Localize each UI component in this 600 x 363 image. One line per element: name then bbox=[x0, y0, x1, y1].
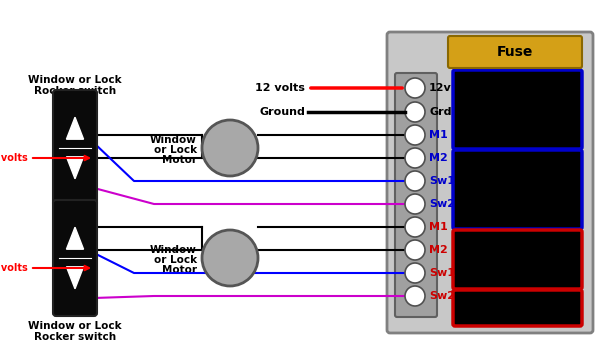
Text: Window or Lock: Window or Lock bbox=[28, 321, 122, 331]
Circle shape bbox=[405, 148, 425, 168]
Circle shape bbox=[202, 230, 258, 286]
Text: Window: Window bbox=[150, 135, 197, 145]
Text: 12 volts: 12 volts bbox=[0, 263, 28, 273]
Text: or Lock: or Lock bbox=[154, 255, 197, 265]
Circle shape bbox=[405, 171, 425, 191]
Text: Window or Lock: Window or Lock bbox=[28, 75, 122, 85]
Circle shape bbox=[405, 240, 425, 260]
FancyBboxPatch shape bbox=[387, 32, 593, 333]
Text: Ground: Ground bbox=[259, 107, 305, 117]
Text: 12v: 12v bbox=[429, 83, 452, 93]
FancyBboxPatch shape bbox=[453, 290, 582, 326]
Text: 12 volts: 12 volts bbox=[0, 153, 28, 163]
Text: Sw1: Sw1 bbox=[429, 268, 455, 278]
Circle shape bbox=[405, 194, 425, 214]
Polygon shape bbox=[67, 227, 83, 249]
Circle shape bbox=[202, 120, 258, 176]
Circle shape bbox=[405, 286, 425, 306]
Polygon shape bbox=[67, 117, 83, 139]
Text: M2: M2 bbox=[429, 153, 448, 163]
Text: Rocker switch: Rocker switch bbox=[34, 86, 116, 96]
Text: Grd: Grd bbox=[429, 107, 452, 117]
Text: Motor: Motor bbox=[162, 265, 197, 275]
Text: Sw2: Sw2 bbox=[429, 291, 455, 301]
Text: 12 volts: 12 volts bbox=[255, 83, 305, 93]
Text: Motor: Motor bbox=[162, 155, 197, 165]
FancyBboxPatch shape bbox=[448, 36, 582, 68]
Text: or Lock: or Lock bbox=[154, 145, 197, 155]
Circle shape bbox=[405, 217, 425, 237]
Polygon shape bbox=[67, 267, 83, 289]
FancyBboxPatch shape bbox=[53, 90, 97, 206]
Polygon shape bbox=[67, 157, 83, 179]
FancyBboxPatch shape bbox=[453, 150, 582, 229]
Text: Rocker switch: Rocker switch bbox=[34, 332, 116, 342]
Text: M1: M1 bbox=[429, 130, 448, 140]
Text: Sw1: Sw1 bbox=[429, 176, 455, 186]
Text: Window: Window bbox=[150, 245, 197, 255]
FancyBboxPatch shape bbox=[395, 73, 437, 317]
Circle shape bbox=[405, 78, 425, 98]
Text: Sw2: Sw2 bbox=[429, 199, 455, 209]
Text: M1: M1 bbox=[429, 222, 448, 232]
Circle shape bbox=[405, 102, 425, 122]
FancyBboxPatch shape bbox=[453, 70, 582, 149]
Circle shape bbox=[405, 125, 425, 145]
Text: Fuse: Fuse bbox=[497, 45, 533, 59]
FancyBboxPatch shape bbox=[453, 230, 582, 289]
Text: M2: M2 bbox=[429, 245, 448, 255]
FancyBboxPatch shape bbox=[53, 200, 97, 316]
Circle shape bbox=[405, 263, 425, 283]
